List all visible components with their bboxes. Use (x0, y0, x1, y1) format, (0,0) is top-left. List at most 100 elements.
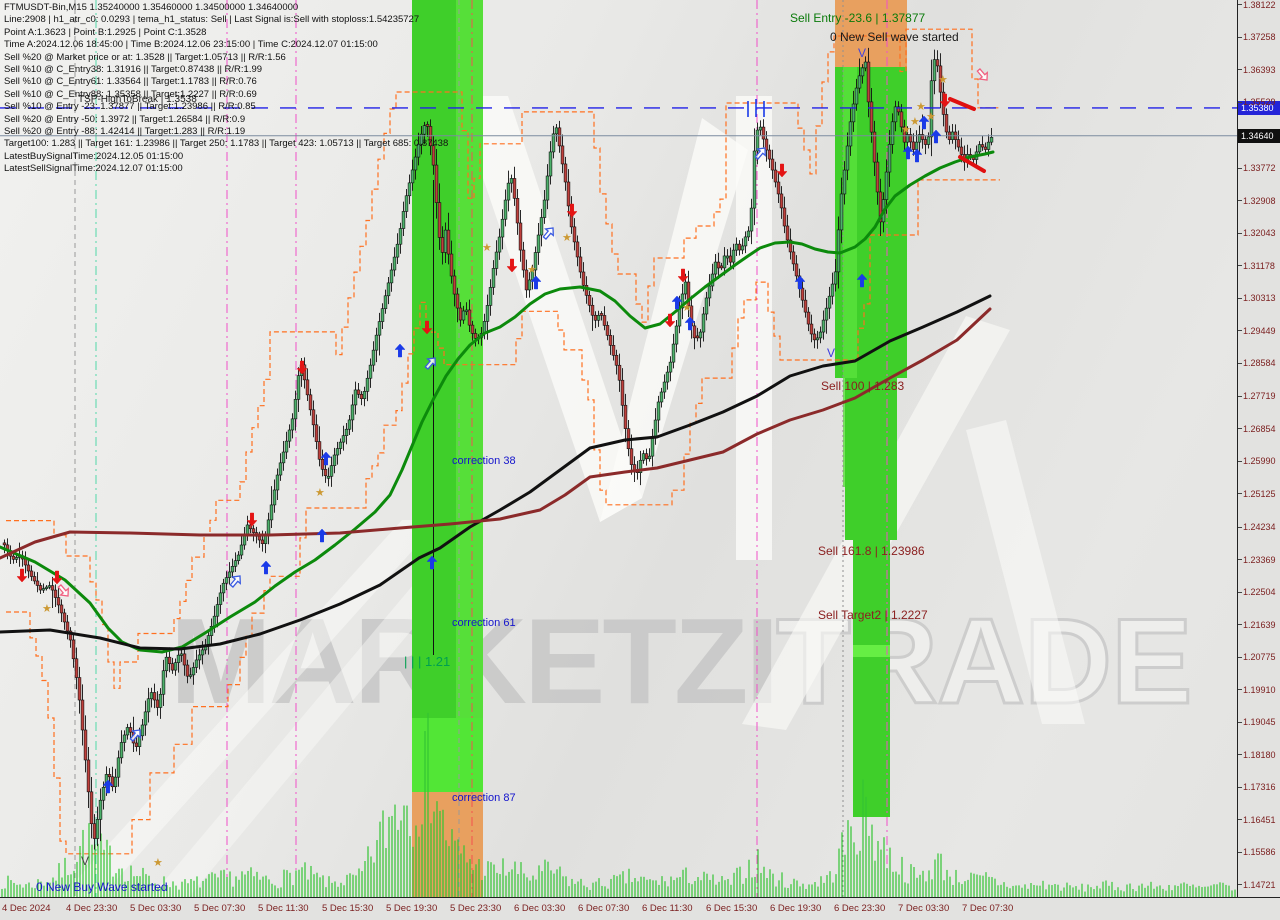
price-tick-label: 1.24234 (1243, 522, 1276, 533)
time-tick-label: 5 Dec 03:30 (130, 903, 182, 914)
vertical-lines-layer (74, 0, 888, 897)
time-axis[interactable]: 4 Dec 2024 4 Dec 23:30 5 Dec 03:30 5 Dec 07… (0, 897, 1280, 920)
info-line-13: LatestBuySignalTime:2024.12.05 01:15:00 (4, 150, 184, 162)
price-tick-label: 1.15586 (1243, 847, 1276, 858)
price-level-badge: 1.35380 (1238, 100, 1280, 115)
price-tick-mark (1238, 37, 1242, 38)
price-tick-label: 1.36393 (1243, 64, 1276, 75)
price-tick-label: 1.38122 (1243, 0, 1276, 10)
price-tick-label: 1.32908 (1243, 195, 1276, 206)
svg-text:★: ★ (153, 856, 163, 869)
level-121-label: | | | 1.21 (404, 654, 451, 669)
info-line-2: Line:2908 | h1_atr_c0: 0.0293 | tema_h1_… (4, 14, 420, 26)
price-tick-mark (1238, 200, 1242, 201)
svg-text:★: ★ (562, 231, 572, 244)
info-line-7: Sell %10 @ C_Entry61: 1.33564 || Target:… (4, 76, 257, 88)
svg-text:★: ★ (901, 123, 911, 136)
price-tick-label: 1.14721 (1243, 879, 1276, 890)
price-tick-mark (1238, 754, 1242, 755)
price-tick-label: 1.31178 (1243, 260, 1275, 271)
price-tick-label: 1.20775 (1243, 652, 1276, 663)
time-tick-label: 6 Dec 03:30 (514, 903, 566, 914)
new-sell-wave-label: 0 New Sell wave started (830, 30, 959, 44)
info-line-12: Target100: 1.283 || Target 161: 1.23986 … (4, 138, 449, 150)
price-tick-label: 1.21639 (1243, 619, 1276, 630)
ma-maroon (0, 307, 992, 560)
price-tick-mark (1238, 428, 1242, 429)
correction-87-label: correction 87 (452, 792, 516, 804)
time-tick-label: 7 Dec 07:30 (962, 903, 1014, 914)
ma-black (0, 294, 992, 651)
price-tick-mark (1238, 461, 1242, 462)
price-tick-label: 1.28584 (1243, 358, 1276, 369)
svg-text:V: V (81, 854, 89, 868)
correction-38-label: correction 38 (452, 455, 516, 467)
price-tick-mark (1238, 884, 1242, 885)
horizontal-lines-layer (0, 107, 1237, 137)
price-tick-label: 1.23369 (1243, 554, 1276, 565)
price-tick-mark (1238, 363, 1242, 364)
current-price-badge: 1.34640 (1238, 128, 1280, 143)
price-tick-mark (1238, 298, 1242, 299)
price-tick-label: 1.32043 (1243, 228, 1276, 239)
signal-bands-layer (412, 0, 907, 897)
price-tick-mark (1238, 787, 1242, 788)
ma-green (0, 150, 995, 654)
svg-text:★: ★ (682, 301, 692, 314)
price-tick-label: 1.17316 (1243, 782, 1276, 793)
time-tick-label: 6 Dec 11:30 (642, 903, 693, 914)
info-line-5: Sell %20 @ Market price or at: 1.3528 ||… (4, 51, 286, 63)
tsp-high-to-break: TSP-HighToBreak | 1.3538 (78, 94, 197, 105)
price-axis[interactable]: 1.35380 1.34640 1.38122 1.37258 1.36393 1.3… (1237, 0, 1280, 897)
price-tick-label: 1.30313 (1243, 293, 1276, 304)
price-tick-mark (1238, 396, 1242, 397)
time-tick-label: 6 Dec 07:30 (578, 903, 630, 914)
price-tick-label: 1.29449 (1243, 325, 1276, 336)
sell-100-label: Sell 100 | 1.283 (821, 379, 905, 393)
time-tick-label: 4 Dec 2024 (2, 903, 51, 914)
price-tick-label: 1.16451 (1243, 814, 1276, 825)
time-tick-label: 6 Dec 23:30 (834, 903, 886, 914)
envelope-layer (6, 28, 1000, 855)
price-tick-mark (1238, 852, 1242, 853)
info-line-11: Sell %20 @ Entry -88: 1.42414 || Target:… (4, 126, 246, 138)
watermark-logo-shapes (60, 96, 1085, 898)
price-tick-mark (1238, 233, 1242, 234)
sell-161-label: Sell 161.8 | 1.23986 (818, 544, 925, 558)
info-line-4: Time A:2024.12.06 18:45:00 | Time B:2024… (4, 39, 378, 51)
time-tick-label: 4 Dec 23:30 (66, 903, 118, 914)
price-tick-label: 1.25125 (1243, 488, 1276, 499)
price-tick-mark (1238, 168, 1242, 169)
price-tick-mark (1238, 265, 1242, 266)
svg-text:★: ★ (916, 100, 926, 113)
time-tick-label: 6 Dec 19:30 (770, 903, 822, 914)
price-tick-mark (1238, 624, 1242, 625)
time-tick-label: 7 Dec 03:30 (898, 903, 950, 914)
price-tick-mark (1238, 657, 1242, 658)
price-tick-mark (1238, 722, 1242, 723)
info-line-9: Sell %10 @ Entry -23: 1.37877 || Target:… (4, 101, 256, 113)
sell-entry-label: Sell Entry -23.6 | 1.37877 (790, 11, 926, 25)
info-line-3: Point A:1.3623 | Point B:1.2925 | Point … (4, 26, 207, 38)
time-tick-label: 6 Dec 15:30 (706, 903, 758, 914)
correction-61-label: correction 61 (452, 617, 516, 629)
svg-text:★: ★ (926, 110, 936, 123)
price-tick-label: 1.37258 (1243, 32, 1276, 43)
price-tick-label: 1.26854 (1243, 423, 1276, 434)
svg-text:★: ★ (910, 115, 920, 128)
price-tick-label: 1.18180 (1243, 749, 1276, 760)
price-tick-mark (1238, 819, 1242, 820)
info-line-10: Sell %20 @ Entry -50: 1.3972 || Target:1… (4, 113, 246, 125)
svg-text:V: V (858, 46, 866, 60)
price-tick-mark (1238, 689, 1242, 690)
time-tick-label: 5 Dec 11:30 (258, 903, 309, 914)
price-tick-label: 1.27719 (1243, 391, 1276, 401)
time-tick-label: 5 Dec 23:30 (450, 903, 502, 914)
time-tick-label: 5 Dec 15:30 (322, 903, 374, 914)
price-tick-label: 1.35529 (1243, 97, 1276, 108)
price-tick-mark (1238, 559, 1242, 560)
price-tick-mark (1238, 4, 1242, 5)
price-tick-mark (1238, 102, 1242, 103)
